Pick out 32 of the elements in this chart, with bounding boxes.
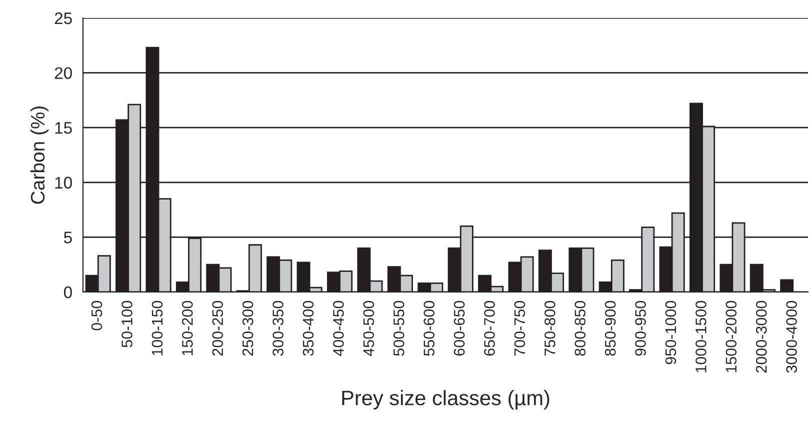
x-tick-label: 300-350 xyxy=(272,300,284,356)
y-tick-label: 25 xyxy=(54,12,72,24)
y-axis-title: Carbon (%) xyxy=(30,106,48,204)
x-tick-label: 1500-2000 xyxy=(726,300,737,372)
x-tick-label: 150-200 xyxy=(182,300,193,356)
x-tick-label: 400-450 xyxy=(333,300,344,356)
x-axis-title: Prey size classes (µm) xyxy=(342,390,550,410)
x-tick-label: 850-900 xyxy=(604,300,616,356)
x-tick-label: 450-500 xyxy=(363,300,374,356)
x-tick-label: 0-50 xyxy=(91,300,102,330)
x-tick-label: 650-700 xyxy=(484,300,495,356)
x-tick-label: 200-250 xyxy=(212,300,224,356)
x-tick-label: 600-650 xyxy=(454,300,465,356)
x-tick-label: 3000-4000 xyxy=(786,300,797,373)
y-tick-label: 15 xyxy=(55,122,72,134)
y-tick-label: 5 xyxy=(64,232,72,244)
x-tick-label: 50-100 xyxy=(122,300,132,348)
y-tick-label: 20 xyxy=(54,67,72,80)
x-tick-label: 1000-1500 xyxy=(696,300,706,372)
x-tick-label: 700-750 xyxy=(514,300,526,356)
x-tick-label: 900-950 xyxy=(635,300,646,356)
y-tick-label: 10 xyxy=(55,176,72,189)
x-tick-label: 750-800 xyxy=(544,300,556,356)
x-tick-label: 800-850 xyxy=(574,300,586,356)
x-tick-label: 100-150 xyxy=(152,300,163,356)
x-tick-label: 550-600 xyxy=(424,300,434,356)
x-tick-label: 950-1000 xyxy=(665,300,676,364)
x-tick-label: 500-550 xyxy=(393,300,404,356)
x-tick-label: 350-400 xyxy=(302,300,314,356)
x-tick-label: 2000-3000 xyxy=(756,300,767,373)
y-tick-label: 0 xyxy=(64,286,72,298)
x-tick-label: 250-300 xyxy=(242,300,254,356)
